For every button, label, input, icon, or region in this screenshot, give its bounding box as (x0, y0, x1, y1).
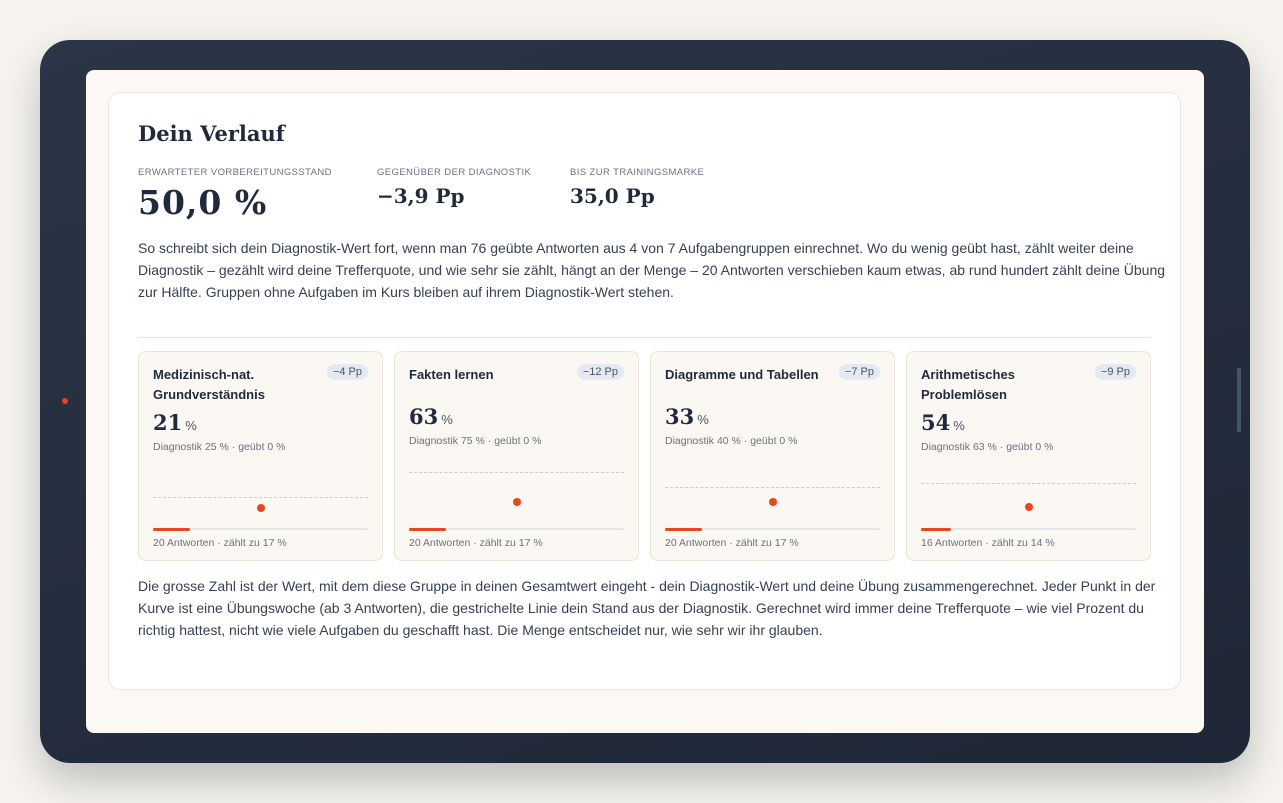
group-foot: 20 Antworten · zählt zu 17 % (409, 537, 543, 549)
progress-panel: Dein Verlauf ERWARTETER VORBEREITUNGSSTA… (108, 92, 1181, 690)
group-foot: 20 Antworten · zählt zu 17 % (665, 537, 799, 549)
group-name: Fakten lernen (409, 367, 494, 382)
stat-training-mark: BIS ZUR TRAININGSMARKE 35,0 Pp (570, 167, 704, 208)
side-button (1237, 368, 1241, 432)
panel-title: Dein Verlauf (138, 121, 285, 146)
divider (138, 337, 1151, 338)
weight-fill (153, 527, 190, 531)
group-value: 54% (921, 410, 965, 435)
screen: Dein Verlauf ERWARTETER VORBEREITUNGSSTA… (86, 70, 1204, 733)
stat-training-mark-label: BIS ZUR TRAININGSMARKE (570, 167, 705, 178)
stat-diagnostic: GEGENÜBER DER DIAGNOSTIK −3,9 Pp (377, 167, 531, 208)
group-value: 63% (409, 404, 453, 429)
stat-training-mark-value: 35,0 Pp (570, 184, 655, 208)
stat-diagnostic-label: GEGENÜBER DER DIAGNOSTIK (377, 167, 532, 178)
diagnostic-line (409, 472, 624, 473)
weight-track (665, 527, 880, 531)
weight-fill (921, 527, 952, 531)
weight-track (921, 527, 1136, 531)
tablet-frame: Dein Verlauf ERWARTETER VORBEREITUNGSSTA… (40, 40, 1250, 763)
diagnostic-line (153, 497, 368, 498)
week-point (1025, 503, 1033, 511)
group-value: 33% (665, 404, 709, 429)
group-card[interactable]: Diagramme und Tabellen −7 Pp 33% Diagnos… (650, 351, 895, 561)
diagnostic-line (665, 487, 880, 488)
group-sub: Diagnostik 75 % · geübt 0 % (409, 435, 542, 447)
group-sub: Diagnostik 40 % · geübt 0 % (665, 435, 798, 447)
group-card[interactable]: Fakten lernen −12 Pp 63% Diagnostik 75 %… (394, 351, 639, 561)
group-value: 21% (153, 410, 197, 435)
group-card[interactable]: Arithmetisches Problemlösen −9 Pp 54% Di… (906, 351, 1151, 561)
outro-text: Die grosse Zahl ist der Wert, mit dem di… (138, 578, 1156, 638)
group-name: Diagramme und Tabellen (665, 367, 819, 382)
stat-expected: ERWARTETER VORBEREITUNGSSTAND 50,0 % (138, 167, 332, 222)
delta-badge: −9 Pp (1094, 364, 1136, 380)
delta-badge: −12 Pp (576, 364, 624, 380)
week-point (513, 498, 521, 506)
stat-diagnostic-value: −3,9 Pp (377, 184, 465, 208)
weight-fill (409, 527, 446, 531)
stat-expected-label: ERWARTETER VORBEREITUNGSSTAND (138, 167, 332, 178)
group-card[interactable]: Medizinisch-nat. Grundverständnis −4 Pp … (138, 351, 383, 561)
weight-track (409, 527, 624, 531)
group-sub: Diagnostik 25 % · geübt 0 % (153, 441, 286, 453)
week-point (257, 504, 265, 512)
diagnostic-line (921, 483, 1136, 484)
delta-badge: −4 Pp (326, 364, 368, 380)
group-name: Arithmetisches Problemlösen (921, 367, 1015, 402)
delta-badge: −7 Pp (838, 364, 880, 380)
weight-fill (665, 527, 702, 531)
intro-text: So schreibt sich dein Diagnostik-Wert fo… (138, 240, 1166, 300)
stat-expected-value: 50,0 % (138, 183, 268, 222)
week-point (769, 498, 777, 506)
group-sub: Diagnostik 63 % · geübt 0 % (921, 441, 1054, 453)
camera-dot (62, 398, 68, 404)
group-foot: 16 Antworten · zählt zu 14 % (921, 537, 1055, 549)
weight-track (153, 527, 368, 531)
group-name: Medizinisch-nat. Grundverständnis (153, 367, 265, 402)
group-foot: 20 Antworten · zählt zu 17 % (153, 537, 287, 549)
